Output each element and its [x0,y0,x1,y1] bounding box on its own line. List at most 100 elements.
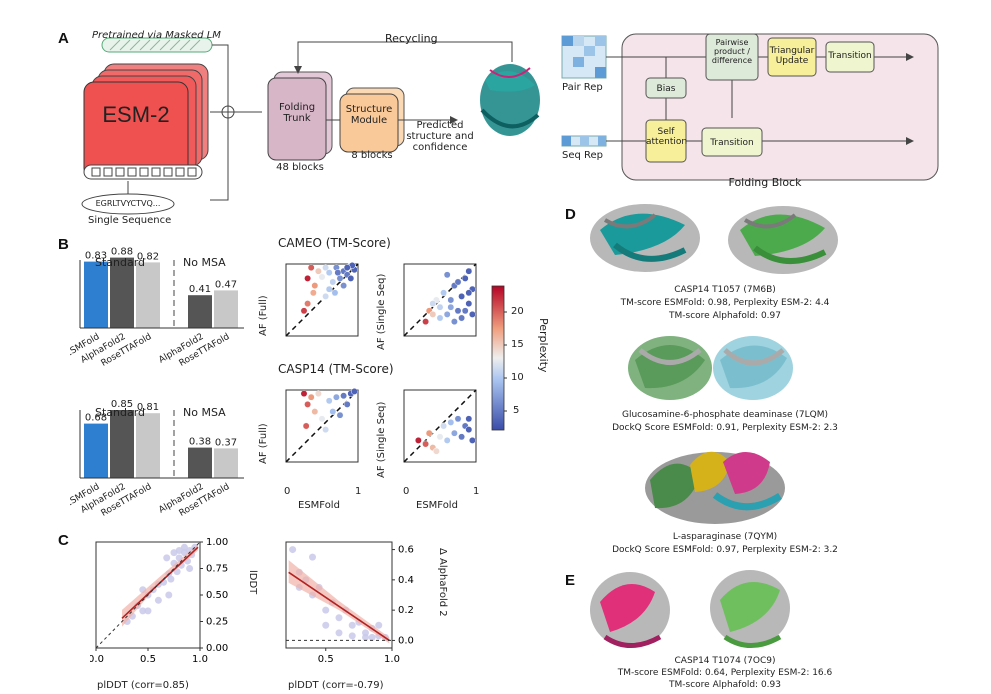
c-ytick-label: 0.0 [398,635,414,646]
recycling-label: Recycling [385,32,438,45]
bar [188,447,212,478]
d-cap1-line2: TM-score ESMFold: 0.98, Perplexity ESM-2… [620,298,830,308]
scatter-point [325,397,333,405]
e-cap-line1: CASP14 T1074 (7OC9) [674,656,776,666]
scatter-point [461,274,469,282]
scatter-point [443,271,451,279]
cameo-title: CAMEO (TM-Score) [278,236,391,250]
scatter-point [311,282,319,290]
bar-value-label: 0.68 [85,413,107,424]
c-xtick-label: 1.0 [384,654,400,665]
scatter-point [422,318,430,326]
scatter-point [422,440,430,448]
c-xtick-label: 0.5 [140,654,156,665]
scatter-point [443,310,451,318]
c-point [167,575,175,583]
tick-0-b: 0 [403,486,410,497]
scatter-point [302,422,310,430]
scatter-point [458,292,466,300]
bar [110,257,134,328]
bar [188,295,212,328]
pairwise-label: Pairwise product / difference [711,38,753,65]
nomsa-label-bottom: No MSA [183,406,226,419]
scatter-point [465,300,473,308]
scatter-point [322,292,330,300]
c-point [144,607,152,615]
self-attention-label: Self attention [646,127,688,147]
c-point [309,553,316,561]
c-point [322,621,330,629]
scatter-point [436,303,444,311]
panel-label-e: E [565,572,576,589]
bar-value-label: 0.82 [137,251,159,262]
scatter-point [318,273,326,281]
scatter-point [340,282,348,290]
scatter-point [340,392,348,400]
d-cap2-line2: DockQ Score ESMFold: 0.91, Perplexity ES… [612,423,838,433]
scatter-point [322,264,330,272]
c-ytick-label: 0.25 [206,617,228,628]
c-ytick-label: 0.6 [398,545,414,556]
nomsa-label-top: No MSA [183,256,226,269]
structure-7m6b-right [728,206,838,274]
bar [84,261,108,328]
trunk-box [267,77,327,161]
scatter-point [329,278,337,286]
scatter-frame [285,389,359,463]
folding-block-label: Folding Block [728,176,802,189]
scatter-plddt-delta: 0.5 1.0 0.6 0.4 0.2 0.0 [285,541,414,665]
blocks8-label: 8 blocks [351,150,393,161]
bar-value-label: 0.83 [85,251,107,262]
single-sequence-label: Single Sequence [88,215,172,226]
predicted-structure-icon [480,64,540,136]
scatter-point [465,289,473,297]
c-point [165,591,173,599]
c-point [348,621,356,629]
scatter-point [304,274,312,282]
bar-value-label: 0.37 [215,437,237,448]
panel-b-charts: 0.83ESMFold0.88AlphaFold20.82RoseTTAFold… [70,247,477,519]
c-regression-line [288,571,390,642]
c-point [154,596,162,604]
scatter-point [447,296,455,304]
panel-label-a: A [58,30,69,47]
c-left-xlabel: plDDT (corr=0.85) [97,680,189,691]
c-identity-line [95,541,201,649]
e-cap-line2: TM-score ESMFold: 0.64, Perplexity ESM-2… [617,668,833,678]
c-ytick-label: 0.00 [206,643,228,654]
bar-value-label: 0.47 [215,279,237,290]
scatter-point [307,393,315,401]
diagonal-line [403,389,477,463]
scatter-point [304,300,312,308]
tick-1-a: 1 [355,486,362,497]
scatter-point [429,300,437,308]
scatter-point [311,408,319,416]
c-point [163,554,171,562]
scatter-point [461,307,469,315]
scatter-point [465,426,473,434]
c-ytick-label: 1.00 [206,537,228,548]
structure-7oc9-right [710,570,790,648]
perplexity-colorbar [491,285,507,431]
d-cap1-line3: TM-score Alphafold: 0.97 [669,311,781,321]
d-cap3-line1: L-asparaginase (7QYM) [672,532,778,542]
esm2-label: ESM-2 [102,102,170,127]
scatter-point [350,387,358,395]
scatter-point [329,408,337,416]
c-left-ylabel: lDDT [247,570,258,595]
scatter-point [318,415,326,423]
c-point [348,632,356,640]
cb-tick-5: 5 [513,405,520,416]
sequence-text: EGRLTVYCTVQ... [95,199,161,208]
tick-0-a: 0 [284,486,291,497]
scatter-point [468,310,476,318]
panel-label-c: C [58,532,69,549]
bar-value-label: 0.88 [111,247,133,258]
scatter-point [450,318,458,326]
scatter-point [300,390,308,398]
scatter-point [334,269,342,277]
structure-7lqm-left [628,336,712,400]
scatter-point [332,393,340,401]
panel-label-b: B [58,236,69,253]
bar-value-label: 0.38 [189,437,211,448]
